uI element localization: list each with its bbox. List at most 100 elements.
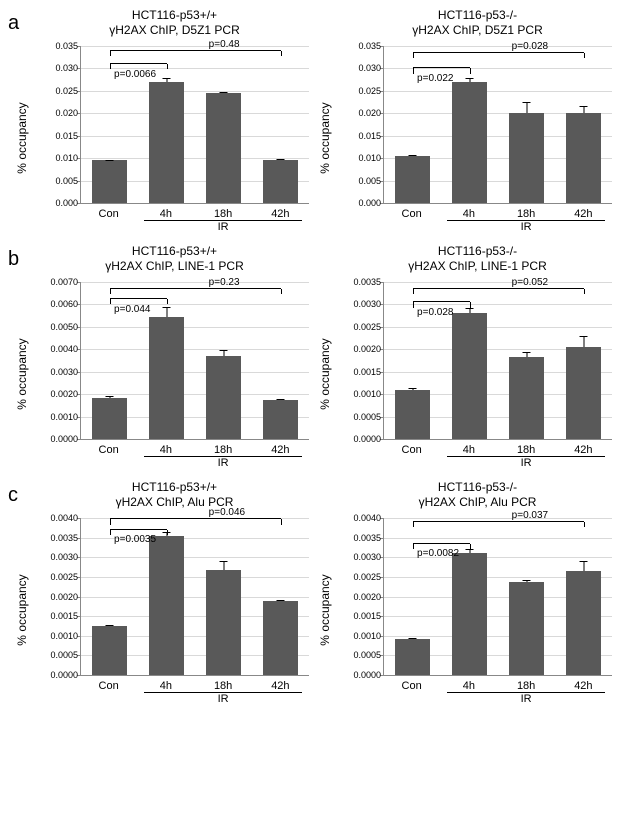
figure-root: aHCT116-p53+/+γH2AX ChIP, D5Z1 PCR% occu…	[0, 0, 624, 720]
bar	[263, 601, 297, 675]
ytick-label: 0.0050	[50, 322, 81, 332]
y-axis-label: % occupancy	[318, 574, 332, 645]
x-tick-label: 18h	[195, 208, 252, 220]
error-bar	[412, 388, 413, 390]
error-bar	[583, 336, 584, 347]
chart-title-line2: γH2AX ChIP, Alu PCR	[335, 495, 620, 510]
plot-area: 0.0000.0050.0100.0150.0200.0250.0300.035…	[80, 46, 309, 204]
p-bracket-side	[584, 522, 585, 527]
ytick-label: 0.0030	[50, 552, 81, 562]
error-bar	[109, 160, 110, 161]
ytick-label: 0.0020	[353, 592, 384, 602]
ir-wrap: IR	[383, 220, 612, 234]
ytick-label: 0.0025	[50, 572, 81, 582]
x-tick-label: 4h	[440, 680, 497, 692]
x-tick-label: Con	[383, 208, 440, 220]
ytick-label: 0.0035	[353, 533, 384, 543]
ir-text: IR	[144, 221, 302, 233]
bar-slot	[252, 282, 309, 439]
panel-charts: HCT116-p53+/+γH2AX ChIP, D5Z1 PCR% occup…	[32, 8, 620, 236]
bar	[509, 582, 543, 675]
error-cap	[580, 106, 588, 107]
error-cap	[106, 396, 114, 397]
bar-slot	[195, 518, 252, 675]
ytick-label: 0.0010	[353, 631, 384, 641]
chart: HCT116-p53-/-γH2AX ChIP, Alu PCR% occupa…	[335, 480, 620, 708]
chart-titles: HCT116-p53-/-γH2AX ChIP, Alu PCR	[335, 480, 620, 510]
chart: HCT116-p53-/-γH2AX ChIP, D5Z1 PCR% occup…	[335, 8, 620, 236]
error-cap	[277, 159, 285, 160]
chart-title-line2: γH2AX ChIP, LINE-1 PCR	[32, 259, 317, 274]
p-bracket-side	[413, 53, 414, 58]
error-cap	[466, 78, 474, 79]
p-value-label: p=0.037	[512, 510, 548, 521]
x-tick-label: 18h	[498, 444, 555, 456]
ytick-label: 0.0005	[353, 412, 384, 422]
y-axis-label: % occupancy	[318, 338, 332, 409]
ytick-label: 0.005	[358, 176, 384, 186]
error-cap	[277, 399, 285, 400]
chart-title-line1: HCT116-p53-/-	[335, 480, 620, 495]
p-bracket-side	[167, 299, 168, 304]
plot-area: 0.0000.0050.0100.0150.0200.0250.0300.035…	[383, 46, 612, 204]
error-bar	[223, 92, 224, 94]
x-tick-label: Con	[80, 444, 137, 456]
ytick-label: 0.0040	[50, 344, 81, 354]
p-bracket-side	[413, 522, 414, 527]
ytick-label: 0.025	[55, 86, 81, 96]
bar	[566, 113, 600, 203]
ytick-label: 0.0040	[353, 513, 384, 523]
p-bracket-side	[584, 53, 585, 58]
bar	[92, 398, 126, 439]
chart-title-line1: HCT116-p53+/+	[32, 244, 317, 259]
ytick-label: 0.0035	[50, 533, 81, 543]
p-bracket-side	[110, 51, 111, 56]
error-cap	[409, 388, 417, 389]
chart-area: % occupancy0.00000.00050.00100.00150.002…	[32, 512, 317, 708]
error-bar	[526, 580, 527, 582]
x-labels: Con4h18h42h	[383, 444, 612, 456]
chart-title-line1: HCT116-p53-/-	[335, 244, 620, 259]
p-value-label: p=0.044	[114, 304, 150, 315]
chart-titles: HCT116-p53-/-γH2AX ChIP, D5Z1 PCR	[335, 8, 620, 38]
x-tick-label: 18h	[195, 680, 252, 692]
error-cap	[523, 352, 531, 353]
ir-text: IR	[447, 457, 605, 469]
p-value-label: p=0.48	[209, 39, 240, 50]
ir-text: IR	[144, 693, 302, 705]
x-labels: Con4h18h42h	[80, 444, 309, 456]
p-value-label: p=0.028	[512, 41, 548, 52]
ytick-label: 0.0025	[353, 322, 384, 332]
p-bracket-side	[110, 289, 111, 294]
ytick-label: 0.0030	[353, 552, 384, 562]
p-bracket	[110, 529, 167, 530]
error-cap	[220, 350, 228, 351]
bar	[149, 536, 183, 675]
p-value-label: p=0.0082	[417, 548, 459, 559]
error-cap	[409, 638, 417, 639]
x-labels: Con4h18h42h	[383, 680, 612, 692]
ir-text: IR	[447, 221, 605, 233]
bar	[395, 156, 429, 203]
chart-area: % occupancy0.0000.0050.0100.0150.0200.02…	[32, 40, 317, 236]
error-bar	[412, 155, 413, 156]
x-tick-label: 18h	[195, 444, 252, 456]
x-tick-label: 42h	[555, 208, 612, 220]
bar	[452, 553, 486, 675]
chart: HCT116-p53+/+γH2AX ChIP, D5Z1 PCR% occup…	[32, 8, 317, 236]
p-value-label: p=0.022	[417, 73, 453, 84]
p-bracket-side	[413, 302, 414, 307]
plot-area: 0.00000.00050.00100.00150.00200.00250.00…	[383, 282, 612, 440]
bar	[395, 639, 429, 676]
bar	[452, 313, 486, 439]
error-bar	[223, 350, 224, 357]
bar-slot	[498, 518, 555, 675]
ytick-label: 0.0015	[353, 611, 384, 621]
chart: HCT116-p53-/-γH2AX ChIP, LINE-1 PCR% occ…	[335, 244, 620, 472]
p-bracket	[413, 67, 470, 68]
x-tick-label: 42h	[252, 680, 309, 692]
panel-charts: HCT116-p53+/+γH2AX ChIP, Alu PCR% occupa…	[32, 480, 620, 708]
y-axis-label: % occupancy	[318, 102, 332, 173]
plot-area: 0.00000.00100.00200.00300.00400.00500.00…	[80, 282, 309, 440]
panel-charts: HCT116-p53+/+γH2AX ChIP, LINE-1 PCR % occ…	[32, 244, 620, 472]
